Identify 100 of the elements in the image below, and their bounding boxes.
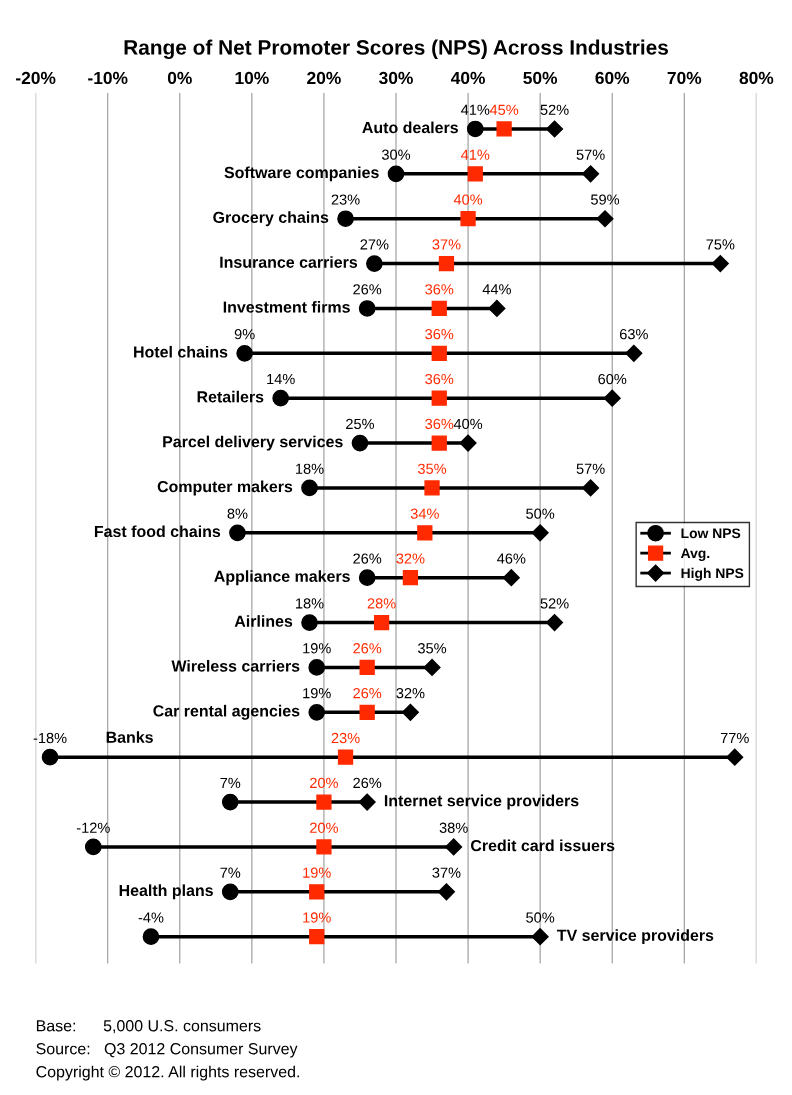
data-label: 26%: [353, 687, 382, 699]
point: [466, 120, 484, 138]
x-tick-label: -10%: [88, 71, 128, 85]
point: [431, 435, 447, 451]
point: [301, 479, 318, 497]
point: [437, 883, 456, 901]
y-tick-label: Banks: [106, 731, 153, 743]
point: [142, 928, 160, 946]
point: [41, 748, 59, 766]
point: [358, 569, 376, 587]
data-label: 50%: [526, 912, 555, 923]
data-label: 52%: [540, 104, 569, 115]
data-label: 36%: [425, 373, 454, 385]
point: [229, 524, 246, 542]
y-tick-label: Airlines: [234, 615, 293, 627]
y-tick-label: Health plans: [119, 884, 213, 900]
data-label: 19%: [303, 643, 331, 654]
data-label: 57%: [576, 463, 605, 474]
point: [316, 794, 332, 810]
point: [309, 884, 325, 900]
data-label: 44%: [482, 284, 511, 295]
x-tick-label: 30%: [379, 71, 413, 85]
point: [431, 345, 447, 361]
data-label: 18%: [296, 598, 324, 609]
data-label: 50%: [526, 508, 555, 519]
point: [726, 748, 744, 766]
y-tick-label: Grocery chains: [213, 211, 329, 227]
point: [582, 165, 600, 183]
y-tick-label: Retailers: [197, 390, 264, 403]
legend-label: Avg.: [680, 548, 710, 561]
y-tick-label: Parcel delivery services: [163, 435, 343, 451]
point: [358, 793, 376, 811]
data-label: 7%: [220, 867, 241, 878]
y-tick-label: Investment firms: [223, 301, 350, 313]
point: [546, 614, 564, 632]
point: [221, 793, 239, 811]
data-label: 40%: [453, 418, 483, 430]
point: [625, 344, 643, 362]
point: [603, 389, 621, 407]
point: [459, 434, 477, 452]
y-tick-label: Auto dealers: [362, 121, 458, 134]
point: [337, 210, 354, 228]
data-label: 57%: [576, 149, 605, 160]
point: [351, 434, 369, 452]
data-label: 20%: [310, 777, 338, 789]
y-tick-label: Credit card issuers: [470, 839, 615, 852]
y-tick-label: Wireless carriers: [171, 660, 300, 672]
y-tick-label: Car rental agencies: [153, 704, 300, 720]
point: [531, 928, 549, 946]
data-label: 34%: [410, 508, 439, 519]
data-label: -18%: [33, 732, 67, 744]
point: [272, 389, 290, 407]
point: [301, 614, 318, 631]
point: [316, 839, 332, 855]
data-label: 20%: [310, 822, 338, 833]
point: [359, 704, 375, 720]
data-label: 25%: [346, 418, 375, 430]
text: Base: 5,000 U.S. consumers: [36, 1020, 261, 1034]
data-label: 75%: [706, 239, 735, 250]
legend-label: High NPS: [681, 567, 744, 581]
point: [423, 658, 441, 676]
y-tick-label: Software companies: [224, 166, 379, 182]
data-label: 19%: [303, 867, 331, 878]
data-label: 60%: [598, 373, 627, 385]
x-tick-label: 80%: [739, 71, 774, 85]
point: [467, 166, 483, 182]
data-label: 36%: [425, 329, 454, 340]
point: [221, 883, 239, 901]
point: [309, 929, 325, 945]
data-label: 26%: [353, 777, 382, 789]
point: [546, 120, 564, 138]
data-label: 30%: [381, 149, 411, 160]
point: [417, 525, 433, 541]
x-tick-label: 20%: [307, 71, 341, 85]
x-tick-label: 50%: [523, 71, 558, 85]
point: [402, 570, 419, 586]
data-label: 26%: [353, 284, 382, 295]
data-label: 19%: [303, 912, 331, 923]
data-label: 32%: [396, 553, 425, 564]
y-tick-label: Hotel chains: [134, 345, 228, 358]
point: [359, 659, 375, 676]
source-note: Source: Q3 2012 Consumer Survey: [36, 1043, 298, 1058]
data-label: 35%: [418, 463, 447, 474]
data-label: 7%: [220, 777, 241, 789]
data-label: 23%: [331, 194, 360, 205]
point: [488, 299, 506, 318]
data-label: 28%: [367, 598, 396, 609]
x-tick-label: 40%: [450, 71, 485, 85]
point: [358, 300, 376, 317]
y-tick-label: Internet service providers: [384, 794, 579, 810]
point: [337, 749, 354, 765]
point: [366, 255, 383, 272]
data-label: 46%: [497, 553, 526, 564]
text: Copyright © 2012. All rights reserved.: [36, 1065, 299, 1081]
point: [460, 211, 476, 227]
data-label: 41%: [461, 104, 490, 115]
point: [373, 614, 390, 631]
point: [308, 703, 326, 721]
chart-title: Range of Net Promoter Scores (NPS) Across Industries: [124, 39, 668, 60]
point: [424, 480, 440, 496]
